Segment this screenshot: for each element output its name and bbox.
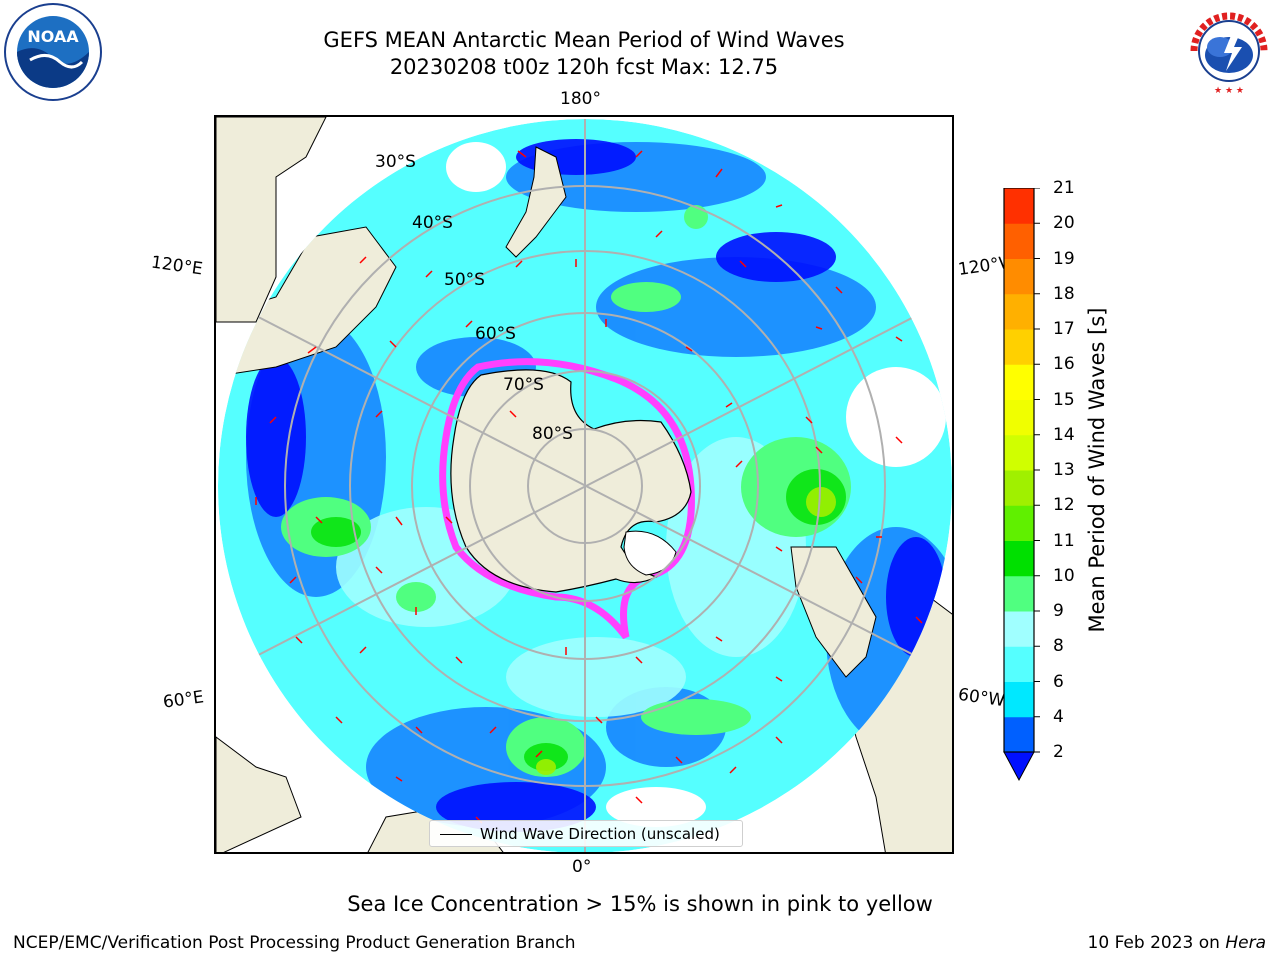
lat-label-70s: 70°S — [503, 375, 544, 395]
footer-credit: NCEP/EMC/Verification Post Processing Pr… — [13, 933, 576, 953]
footer-date: 10 Feb 2023 on Hera — [1088, 933, 1266, 953]
colorbar-tick-label: 12 — [1053, 495, 1075, 516]
colorbar-bin-9 — [1004, 575, 1034, 612]
colorbar-tick-label: 9 — [1053, 601, 1064, 621]
polar-map: Wind Wave Direction (unscaled) — [214, 115, 954, 854]
lat-label-30s: 30°S — [375, 152, 416, 172]
lat-label-50s: 50°S — [444, 270, 485, 290]
colorbar-tick-label: 2 — [1053, 742, 1064, 762]
footer-host: Hera — [1225, 933, 1266, 953]
map-legend: Wind Wave Direction (unscaled) — [429, 820, 743, 847]
colorbar — [1003, 188, 1040, 782]
colorbar-tick-label: 11 — [1053, 530, 1075, 551]
noaa-logo-text: NOAA — [27, 27, 79, 46]
lat-label-60s: 60°S — [475, 324, 516, 344]
colorbar-tick-label: 21 — [1053, 178, 1075, 198]
colorbar-tick-label: 20 — [1053, 213, 1075, 234]
legend-label: Wind Wave Direction (unscaled) — [480, 825, 720, 843]
colorbar-bin-14 — [1004, 399, 1034, 436]
lon-label-180: 180° — [560, 89, 601, 109]
colorbar-title: Mean Period of Wind Waves [s] — [1085, 307, 1109, 633]
svg-text:★ ★ ★: ★ ★ ★ — [1214, 86, 1244, 96]
colorbar-tick-label: 4 — [1053, 706, 1064, 727]
colorbar-bin-15 — [1004, 364, 1034, 400]
colorbar-tick-label: 16 — [1053, 354, 1075, 375]
colorbar-bin-17 — [1004, 293, 1034, 330]
colorbar-bin-12 — [1004, 470, 1034, 506]
lon-label-60e: 60°E — [161, 687, 206, 713]
wave-direction-arrows — [255, 150, 923, 824]
lon-label-60w: 60°W — [956, 684, 1007, 712]
lon-label-0: 0° — [572, 857, 592, 877]
colorbar-under-extension — [1003, 751, 1035, 782]
colorbar-bin-10 — [1004, 540, 1034, 577]
map-subtitle: 20230208 t00z 120h fcst Max: 12.75 — [389, 55, 779, 79]
colorbar-bin-11 — [1004, 505, 1034, 541]
noaa-logo: NOAA — [4, 3, 102, 101]
colorbar-bin-4 — [1004, 681, 1034, 718]
colorbar-tick-label: 18 — [1053, 283, 1075, 304]
sea-ice-note: Sea Ice Concentration > 15% is shown in … — [347, 892, 933, 916]
lon-label-120e: 120°E — [149, 252, 204, 280]
colorbar-bin-8 — [1004, 611, 1034, 647]
nws-logo: ★ ★ ★ — [1183, 5, 1275, 97]
colorbar-tick-label: 6 — [1053, 671, 1064, 692]
lat-label-80s: 80°S — [532, 424, 573, 444]
lat-label-40s: 40°S — [412, 213, 453, 233]
colorbar-bin-20 — [1004, 188, 1034, 224]
colorbar-tick-label: 8 — [1053, 636, 1064, 657]
footer-date-text: 10 Feb 2023 on — [1087, 933, 1226, 953]
colorbar-tick-label: 15 — [1053, 389, 1075, 410]
colorbar-bin-16 — [1004, 329, 1034, 365]
colorbar-bin-6 — [1004, 646, 1034, 682]
colorbar-tick-label: 17 — [1053, 319, 1075, 339]
colorbar-tick-label: 19 — [1053, 248, 1075, 269]
colorbar-tick-label: 13 — [1053, 460, 1075, 480]
map-title: GEFS MEAN Antarctic Mean Period of Wind … — [323, 28, 845, 52]
colorbar-bin-13 — [1004, 434, 1034, 471]
legend-line-icon — [440, 834, 472, 835]
colorbar-tick-label: 14 — [1053, 424, 1075, 445]
colorbar-bin-18 — [1004, 258, 1034, 295]
colorbar-bin-19 — [1004, 223, 1034, 259]
colorbar-tick-label: 10 — [1053, 565, 1075, 586]
colorbar-bin-2 — [1004, 716, 1034, 753]
